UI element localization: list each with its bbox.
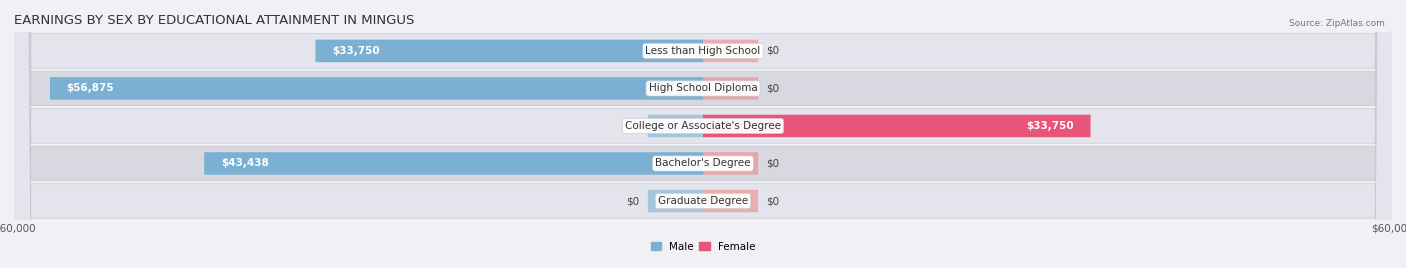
FancyBboxPatch shape [648, 190, 703, 212]
FancyBboxPatch shape [51, 77, 703, 100]
FancyBboxPatch shape [7, 0, 1399, 268]
Text: $0: $0 [766, 46, 779, 56]
Text: $0: $0 [766, 196, 779, 206]
Text: Source: ZipAtlas.com: Source: ZipAtlas.com [1289, 19, 1385, 28]
FancyBboxPatch shape [703, 152, 758, 175]
Text: Less than High School: Less than High School [645, 46, 761, 56]
Text: EARNINGS BY SEX BY EDUCATIONAL ATTAINMENT IN MINGUS: EARNINGS BY SEX BY EDUCATIONAL ATTAINMEN… [14, 14, 415, 27]
Text: Bachelor's Degree: Bachelor's Degree [655, 158, 751, 169]
FancyBboxPatch shape [7, 0, 1399, 268]
FancyBboxPatch shape [7, 0, 1399, 268]
FancyBboxPatch shape [703, 77, 758, 100]
FancyBboxPatch shape [204, 152, 703, 175]
Text: $33,750: $33,750 [332, 46, 380, 56]
Text: $56,875: $56,875 [66, 83, 114, 94]
FancyBboxPatch shape [7, 0, 1399, 268]
Text: $0: $0 [766, 158, 779, 169]
Text: High School Diploma: High School Diploma [648, 83, 758, 94]
Text: $0: $0 [766, 83, 779, 94]
FancyBboxPatch shape [703, 190, 758, 212]
FancyBboxPatch shape [315, 40, 703, 62]
Text: $0: $0 [627, 121, 640, 131]
Legend: Male, Female: Male, Female [647, 237, 759, 256]
Text: Graduate Degree: Graduate Degree [658, 196, 748, 206]
Text: $0: $0 [627, 196, 640, 206]
FancyBboxPatch shape [7, 0, 1399, 268]
Text: $43,438: $43,438 [221, 158, 269, 169]
FancyBboxPatch shape [703, 115, 1091, 137]
FancyBboxPatch shape [648, 115, 703, 137]
Text: College or Associate's Degree: College or Associate's Degree [626, 121, 780, 131]
FancyBboxPatch shape [703, 40, 758, 62]
Text: $33,750: $33,750 [1026, 121, 1074, 131]
